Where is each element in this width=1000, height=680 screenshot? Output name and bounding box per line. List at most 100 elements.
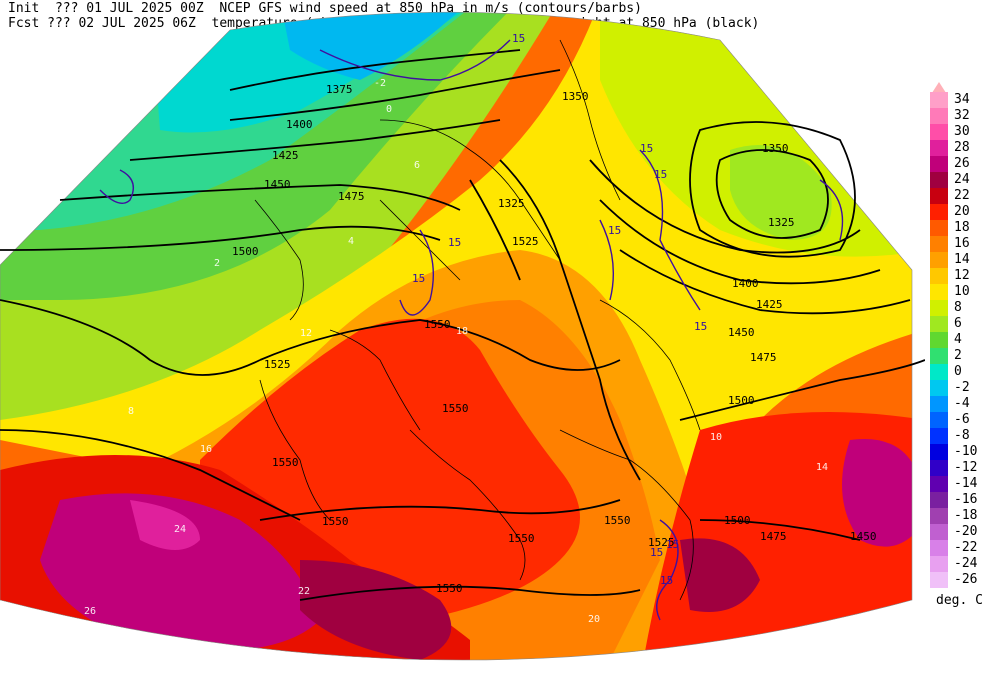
legend-swatch: [930, 124, 948, 140]
wind-label: 15: [640, 142, 653, 155]
temperature-field: [0, 12, 912, 660]
height-label: 1475: [338, 190, 365, 203]
legend-swatch: [930, 556, 948, 572]
temp-label: 8: [128, 406, 134, 417]
height-label: 1375: [326, 83, 353, 96]
legend-swatch: [930, 108, 948, 124]
height-label: 1500: [724, 514, 751, 527]
temp-label: 16: [200, 444, 212, 455]
legend-swatch: [930, 476, 948, 492]
legend-label: -14: [954, 476, 978, 491]
legend-label: -18: [954, 508, 978, 523]
legend-label: 20: [954, 204, 970, 219]
height-label: 1450: [264, 178, 291, 191]
legend-label: -2: [954, 380, 970, 395]
legend-label: -16: [954, 492, 978, 507]
legend-swatch: [930, 140, 948, 156]
height-label: 1350: [562, 90, 589, 103]
height-label: 1550: [424, 318, 451, 331]
legend-swatch: [930, 364, 948, 380]
legend-swatch: [930, 172, 948, 188]
legend-label: 8: [954, 300, 962, 315]
legend-swatch: [930, 508, 948, 524]
legend-label: 22: [954, 188, 970, 203]
height-label: 1325: [768, 216, 795, 229]
temp-label: 6: [414, 160, 420, 171]
height-label: 1450: [728, 326, 755, 339]
height-label: 1400: [732, 277, 759, 290]
legend-swatch: [930, 396, 948, 412]
wind-label: 15: [694, 320, 707, 333]
height-label: 1475: [760, 530, 787, 543]
legend-swatch: [930, 348, 948, 364]
legend-label: 18: [954, 220, 970, 235]
legend-label: -8: [954, 428, 970, 443]
height-label: 1350: [762, 142, 789, 155]
legend-swatch: [930, 572, 948, 588]
height-label: 1400: [286, 118, 313, 131]
legend-swatch: [930, 300, 948, 316]
legend-swatch: [930, 380, 948, 396]
legend-label: -24: [954, 556, 978, 571]
height-label: 1425: [756, 298, 783, 311]
legend-swatch: [930, 412, 948, 428]
height-label: 1550: [604, 514, 631, 527]
legend-label: 28: [954, 140, 970, 155]
temp-label: 4: [348, 236, 354, 247]
wind-label: 15: [448, 236, 461, 249]
legend-label: -22: [954, 540, 978, 555]
legend-swatch: [930, 204, 948, 220]
height-label: 1550: [272, 456, 299, 469]
legend-swatch: [930, 492, 948, 508]
legend-label: 0: [954, 364, 962, 379]
legend-label: 14: [954, 252, 970, 267]
legend-swatch: [930, 428, 948, 444]
legend-label: 34: [954, 92, 970, 107]
legend-label: -12: [954, 460, 978, 475]
temp-label: 12: [300, 328, 312, 339]
legend-label: 4: [954, 332, 962, 347]
temp-label: 18: [456, 326, 468, 337]
legend-label: -26: [954, 572, 978, 587]
legend-label: 12: [954, 268, 970, 283]
height-label: 1425: [272, 149, 299, 162]
temp-label: 20: [588, 614, 600, 625]
weather-map: 1375 1400 1425 1450 1475 1500 1525 1550 …: [0, 11, 925, 661]
temp-label: 0: [386, 104, 392, 115]
height-label: 1525: [648, 536, 675, 549]
legend-label: 2: [954, 348, 962, 363]
height-label: 1550: [322, 515, 349, 528]
coastlines: [254, 39, 701, 601]
temp-label: 2: [214, 258, 220, 269]
temperature-legend: 34 32 30 28 26 24 22 20 18 16 14 12 10 8 6 4 2 0 -2 -4 -6 -8-…: [930, 88, 990, 608]
legend-label: 10: [954, 284, 970, 299]
geopotential-contours: [0, 49, 925, 601]
temp-label: 22: [298, 586, 310, 597]
wind-label: 15: [660, 574, 673, 587]
wind-label: 15: [608, 224, 621, 237]
temp-label: 24: [174, 524, 186, 535]
legend-label: -20: [954, 524, 978, 539]
legend-label: 16: [954, 236, 970, 251]
height-label: 1500: [728, 394, 755, 407]
legend-unit: deg. C: [936, 593, 983, 608]
temp-label: 14: [816, 462, 828, 473]
legend-swatch: [930, 92, 948, 108]
legend-label: 6: [954, 316, 962, 331]
temp-label: 26: [84, 606, 96, 617]
height-label: 1450: [850, 530, 877, 543]
height-label: 1525: [264, 358, 291, 371]
legend-swatch: [930, 268, 948, 284]
wind-contours: [99, 39, 844, 621]
legend-label: -4: [954, 396, 970, 411]
height-label: 1500: [232, 245, 259, 258]
wind-label: 15: [666, 538, 679, 551]
legend-label: 32: [954, 108, 970, 123]
height-label: 1550: [508, 532, 535, 545]
height-label: 1525: [512, 235, 539, 248]
legend-label: 24: [954, 172, 970, 187]
legend-swatch: [930, 524, 948, 540]
legend-swatch: [930, 252, 948, 268]
legend-swatch: [930, 332, 948, 348]
legend-label: -6: [954, 412, 970, 427]
